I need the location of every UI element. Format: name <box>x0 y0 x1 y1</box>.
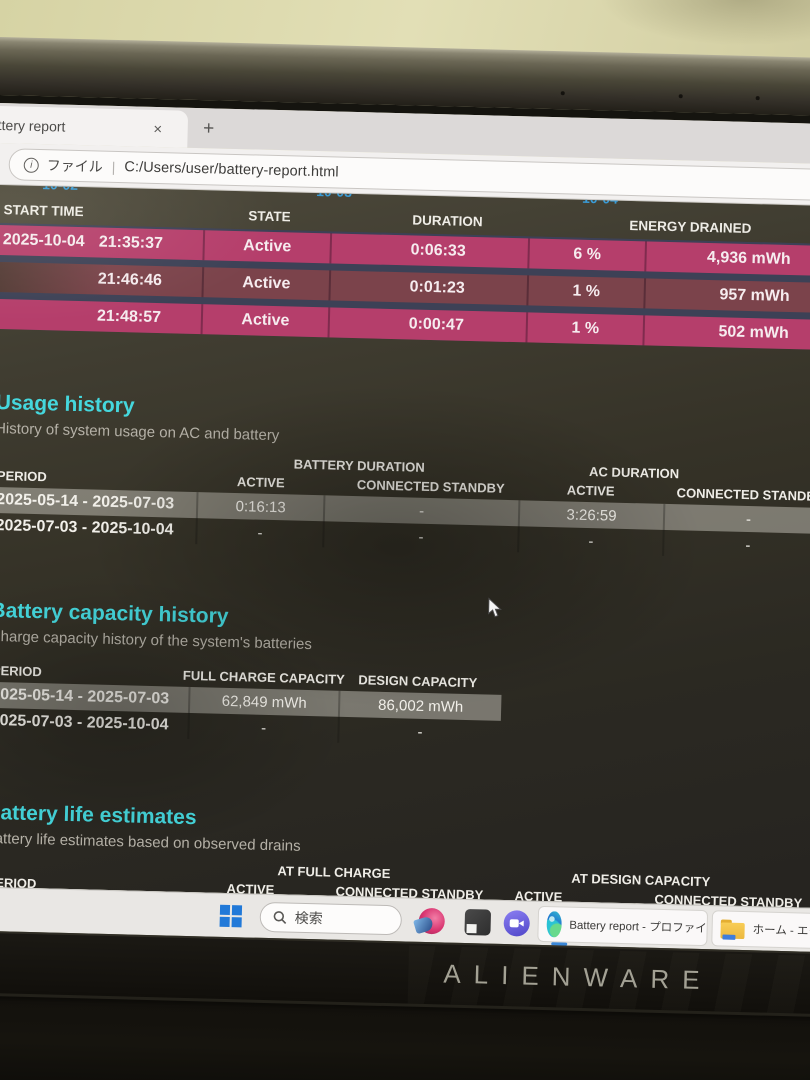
address-url: C:/Users/user/battery-report.html <box>124 159 339 181</box>
tab-close-icon[interactable]: × <box>153 120 163 138</box>
cell-period: 2025-07-03 - 2025-10-04 <box>0 517 174 539</box>
tab-title: ttery report <box>0 116 66 135</box>
cell-period: 2025-07-03 - 2025-10-04 <box>0 711 169 734</box>
cell-date <box>2 277 98 279</box>
usage-history-section: Usage history History of system usage on… <box>0 390 810 562</box>
cell-duration: 0:00:47 <box>327 307 527 343</box>
cell-ac-active: 3:26:59 <box>517 500 664 530</box>
lid-vent-dot <box>678 94 683 99</box>
taskbar-search[interactable]: 検索 <box>259 901 403 936</box>
col-period: PERIOD <box>0 662 42 680</box>
search-label: 検索 <box>294 909 323 927</box>
cell-date <box>1 314 97 316</box>
cell-energy: 957 mWh <box>643 278 810 316</box>
cell-full-charge: 62,849 mWh <box>187 686 339 717</box>
cell-energy: 502 mWh <box>642 315 810 352</box>
laptop-screen-tilted: ttery report × + i ファイル | C:/Users/user/… <box>0 36 810 1080</box>
edge-window-button[interactable]: Battery report - プロファイ <box>537 905 709 947</box>
cell-battery-active: 0:16:13 <box>195 492 324 522</box>
dark-app-icon[interactable] <box>464 909 492 936</box>
cell-percent: 1 % <box>525 312 644 346</box>
cell-state: Active <box>201 267 330 301</box>
cell-date: 2025-10-04 <box>2 231 85 251</box>
col-duration: DURATION <box>412 212 483 230</box>
explorer-window-title: ホーム - エク <box>752 924 810 938</box>
cell-design-capacity: - <box>337 716 501 747</box>
col-start-time: START TIME <box>3 202 84 220</box>
start-button[interactable] <box>219 904 243 928</box>
laptop-chassis: ALIENWARE <box>0 929 810 1080</box>
col-period: PERIOD <box>0 468 47 485</box>
cell-energy: 4,936 mWh <box>644 241 810 279</box>
cell-time: 21:48:57 <box>96 307 162 327</box>
edge-window-title: Battery report - プロファイ <box>569 919 707 936</box>
cell-percent: 1 % <box>526 275 645 309</box>
cell-battery-cs: - <box>322 521 518 553</box>
col-ac-connected-standby: CONNECTED STANDBY <box>676 485 810 504</box>
lid-vent-dot <box>755 96 760 101</box>
cell-ac-cs: - <box>662 529 810 562</box>
chat-app-icon[interactable] <box>503 909 531 937</box>
new-tab-button[interactable]: + <box>202 118 215 140</box>
paint-app-icon[interactable] <box>418 907 446 935</box>
explorer-window-button[interactable]: ホーム - エク <box>711 910 810 951</box>
cell-duration: 0:01:23 <box>328 270 528 306</box>
capacity-history-section: Battery capacity history Charge capacity… <box>0 598 810 757</box>
battery-usage-rows: 2025-10-04 21:35:37 Active 0:06:33 6 % 4,… <box>0 221 810 352</box>
battery-usage-table: START TIME STATE DURATION ENERGY DRAINED… <box>0 198 810 352</box>
cell-full-charge: - <box>187 712 338 743</box>
col-state: STATE <box>248 208 291 225</box>
search-icon <box>273 911 287 925</box>
edge-icon <box>546 911 562 938</box>
page-info-icon[interactable]: i <box>23 157 39 173</box>
cell-design-capacity: 86,002 mWh <box>337 690 502 721</box>
cell-ac-active: - <box>517 526 663 556</box>
mouse-cursor <box>487 597 503 623</box>
cell-state: Active <box>200 304 329 338</box>
cell-time: 21:46:46 <box>97 270 163 290</box>
alienware-logo: ALIENWARE <box>443 958 713 996</box>
windows-taskbar: ) 検索 Battery report - プロファイ ホーム - エク <box>0 885 810 954</box>
browser-tab-battery-report[interactable]: ttery report × <box>0 104 189 148</box>
folder-icon <box>720 918 745 940</box>
col-energy-drained: ENERGY DRAINED <box>629 217 752 237</box>
cell-percent: 6 % <box>527 238 646 272</box>
cell-duration: 0:06:33 <box>329 233 529 269</box>
col-design-capacity: DESIGN CAPACITY <box>358 672 478 691</box>
cell-battery-active: - <box>195 518 323 548</box>
col-ac-active: ACTIVE <box>566 482 615 499</box>
cell-time: 21:35:37 <box>98 233 164 253</box>
lid-vent-dot <box>560 91 565 96</box>
address-divider: | <box>111 158 116 175</box>
cell-state: Active <box>202 230 331 264</box>
hinge-line <box>0 991 810 1019</box>
battery-report-page: 10-02 10-03 10-04 START TIME STATE DURAT… <box>0 183 810 910</box>
address-scheme-label: ファイル <box>46 157 103 175</box>
